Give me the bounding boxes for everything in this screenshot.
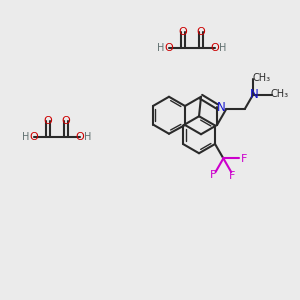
Text: CH₃: CH₃ bbox=[252, 73, 270, 83]
Text: F: F bbox=[210, 170, 217, 180]
Text: N: N bbox=[217, 101, 225, 114]
Text: O: O bbox=[211, 43, 219, 53]
Text: O: O bbox=[44, 116, 52, 126]
Text: O: O bbox=[178, 27, 188, 37]
Text: O: O bbox=[76, 132, 84, 142]
Text: F: F bbox=[241, 154, 247, 164]
Text: O: O bbox=[196, 27, 206, 37]
Text: F: F bbox=[229, 171, 236, 181]
Text: O: O bbox=[165, 43, 173, 53]
Text: N: N bbox=[250, 88, 259, 101]
Text: H: H bbox=[157, 43, 165, 53]
Text: H: H bbox=[84, 132, 92, 142]
Text: O: O bbox=[30, 132, 38, 142]
Text: H: H bbox=[219, 43, 227, 53]
Text: H: H bbox=[22, 132, 30, 142]
Text: CH₃: CH₃ bbox=[271, 88, 289, 99]
Text: O: O bbox=[61, 116, 70, 126]
